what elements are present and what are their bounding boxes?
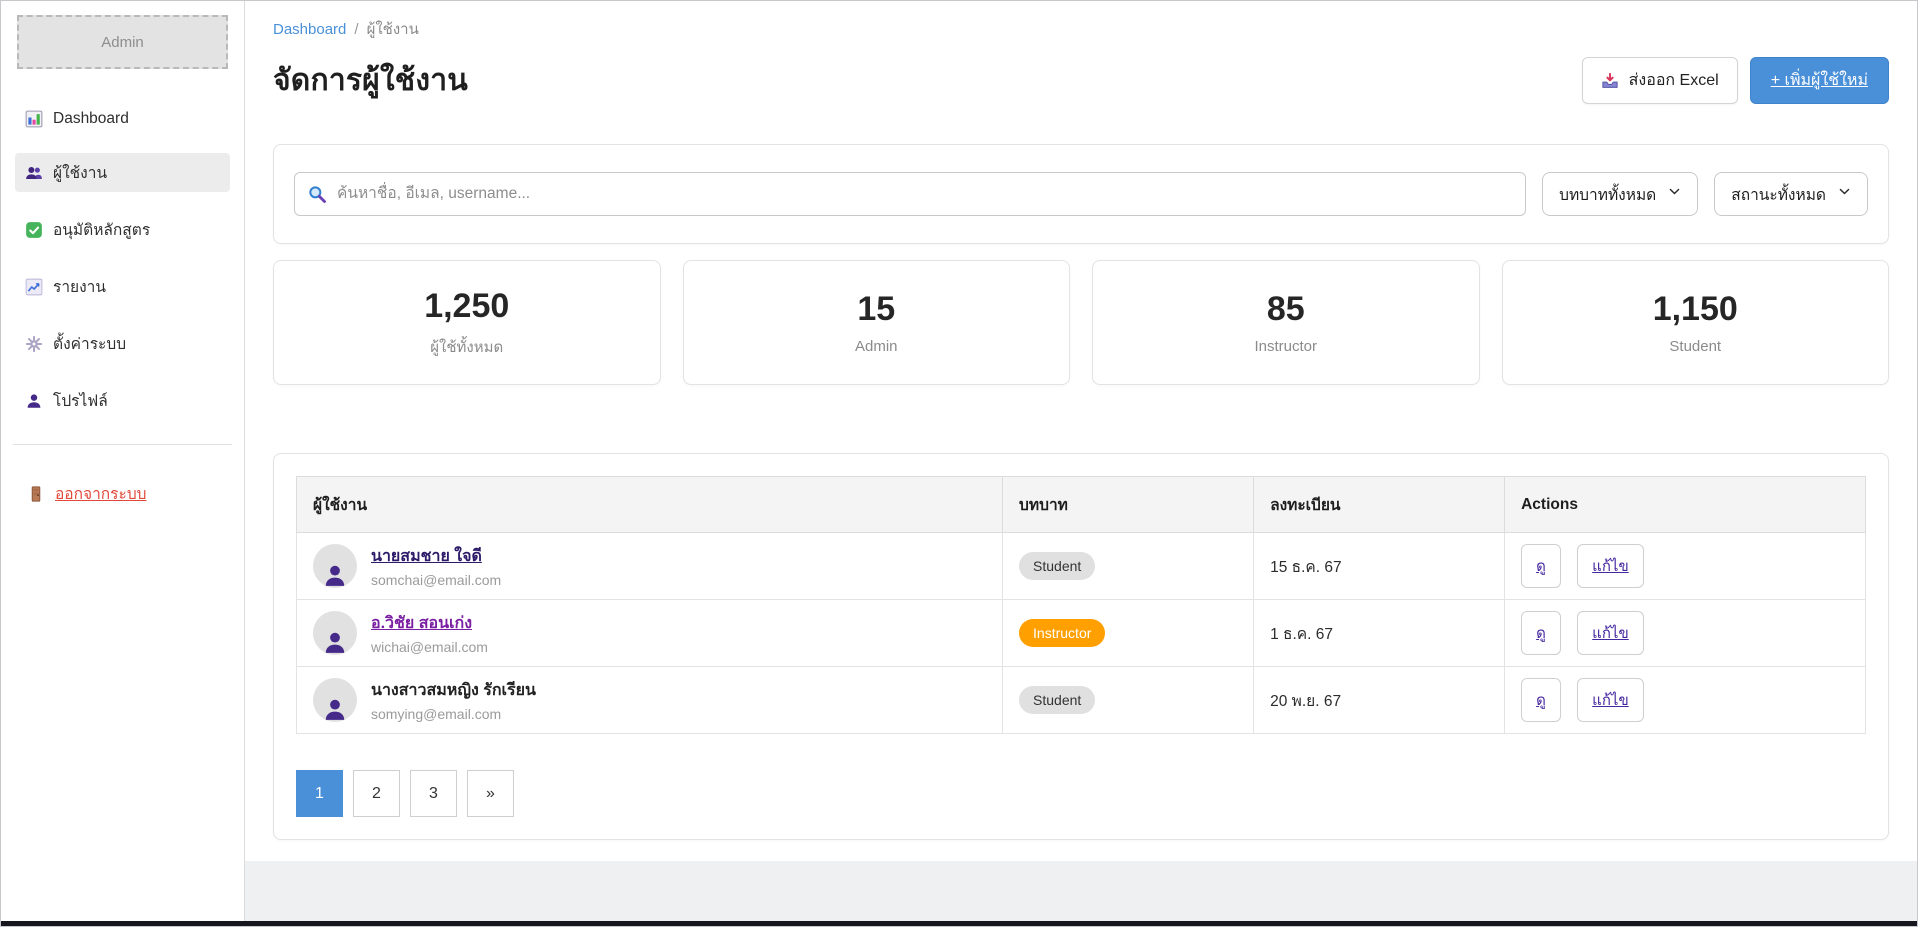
column-header-registered: ลงทะเบียน (1253, 476, 1506, 533)
table-row: อ.วิชัย สอนเก่ง wichai@email.com Instruc… (295, 599, 1866, 667)
breadcrumb-dashboard-link[interactable]: Dashboard (273, 20, 347, 38)
stat-value: 85 (1266, 290, 1305, 328)
sidebar: Admin Dashboard ผู้ใช้งาน อนุมัติหลักสูต… (1, 1, 245, 921)
edit-button[interactable]: แก้ไข (1577, 611, 1644, 655)
export-excel-label: ส่งออก Excel (1628, 72, 1719, 89)
role-badge: Instructor (1019, 619, 1106, 647)
user-name-link[interactable]: อ.วิชัย สอนเก่ง (371, 615, 472, 632)
sidebar-item-approve-courses[interactable]: อนุมัติหลักสูตร (15, 210, 230, 249)
pagination-page-1[interactable]: 1 (296, 770, 343, 817)
main-area: Dashboard / ผู้ใช้งาน จัดการผู้ใช้งาน ส่… (245, 1, 1917, 921)
export-icon (1601, 72, 1619, 90)
sidebar-item-reports[interactable]: รายงาน (15, 267, 230, 306)
user-email: somying@email.com (371, 706, 502, 722)
chevron-down-icon (1838, 185, 1851, 203)
logout-label: ออกจากระบบ (55, 486, 147, 503)
pagination-next-button[interactable]: » (467, 770, 514, 817)
users-icon (25, 164, 43, 182)
table-header-row: ผู้ใช้งาน บทบาท ลงทะเบียน Actions (295, 476, 1866, 533)
user-name: นางสาวสมหญิง รักเรียน (371, 682, 536, 699)
role-badge: Student (1019, 552, 1096, 580)
logo-text: Admin (101, 33, 144, 51)
sidebar-item-users[interactable]: ผู้ใช้งาน (15, 153, 230, 192)
role-filter-dropdown[interactable]: บทบาททั้งหมด (1542, 172, 1699, 216)
avatar (313, 544, 357, 588)
sidebar-item-profile[interactable]: โปรไฟล์ (15, 381, 230, 420)
filter-bar: บทบาททั้งหมด สถานะทั้งหมด (273, 144, 1889, 244)
view-button[interactable]: ดู (1521, 544, 1561, 588)
sidebar-item-label: ผู้ใช้งาน (53, 165, 108, 182)
search-input[interactable] (294, 172, 1527, 216)
sidebar-item-dashboard[interactable]: Dashboard (15, 103, 230, 135)
logo-placeholder: Admin (17, 15, 228, 69)
sidebar-item-label: อนุมัติหลักสูตร (53, 222, 151, 239)
door-icon (27, 485, 45, 503)
avatar (313, 678, 357, 722)
page-title: จัดการผู้ใช้งาน (273, 64, 468, 97)
trend-icon (25, 278, 43, 296)
registered-date: 20 พ.ย. 67 (1270, 692, 1342, 710)
stat-label: Instructor (1254, 338, 1318, 355)
sidebar-item-settings[interactable]: ตั้งค่าระบบ (15, 324, 230, 363)
stat-label: ผู้ใช้ทั้งหมด (430, 338, 504, 356)
bar-chart-icon (25, 110, 43, 128)
role-filter-value: บทบาททั้งหมด (1559, 186, 1657, 204)
sidebar-item-label: ตั้งค่าระบบ (53, 336, 127, 353)
view-button[interactable]: ดู (1521, 611, 1561, 655)
pagination-page-3[interactable]: 3 (410, 770, 457, 817)
stat-card-total-users: 1,250 ผู้ใช้ทั้งหมด (273, 260, 661, 385)
sidebar-item-label: โปรไฟล์ (53, 393, 108, 410)
breadcrumb: Dashboard / ผู้ใช้งาน (273, 17, 1889, 41)
stat-card-admin: 15 Admin (682, 260, 1070, 385)
gear-icon (25, 335, 43, 353)
chevron-down-icon (1668, 185, 1681, 203)
user-name-link[interactable]: นายสมชาย ใจดี (371, 548, 482, 565)
stat-value: 1,150 (1652, 290, 1738, 328)
stat-label: Student (1669, 338, 1722, 355)
registered-date: 1 ธ.ค. 67 (1270, 625, 1333, 643)
status-filter-dropdown[interactable]: สถานะทั้งหมด (1714, 172, 1868, 216)
stat-label: Admin (854, 338, 898, 355)
check-icon (25, 221, 43, 239)
registered-date: 15 ธ.ค. 67 (1270, 558, 1342, 576)
stat-value: 15 (857, 290, 896, 328)
stat-value: 1,250 (424, 286, 510, 325)
user-email: wichai@email.com (371, 639, 488, 655)
breadcrumb-separator: / (354, 20, 359, 38)
edit-button[interactable]: แก้ไข (1577, 678, 1644, 722)
table-row: นายสมชาย ใจดี somchai@email.com Student … (295, 532, 1866, 600)
stat-card-student: 1,150 Student (1501, 260, 1889, 385)
pagination: 1 2 3 » (296, 770, 1866, 817)
status-filter-value: สถานะทั้งหมด (1731, 186, 1826, 204)
stats-row: 1,250 ผู้ใช้ทั้งหมด 15 Admin 85 Instruct… (273, 260, 1889, 385)
column-header-role: บทบาท (1002, 476, 1255, 533)
avatar (313, 611, 357, 655)
column-header-actions: Actions (1504, 476, 1866, 533)
pagination-page-2[interactable]: 2 (353, 770, 400, 817)
add-user-button[interactable]: + เพิ่มผู้ใช้ใหม่ (1749, 57, 1889, 104)
users-table: ผู้ใช้งาน บทบาท ลงทะเบียน Actions (295, 476, 1866, 734)
edit-button[interactable]: แก้ไข (1577, 544, 1644, 588)
user-email: somchai@email.com (371, 572, 502, 588)
column-header-user: ผู้ใช้งาน (295, 476, 1004, 533)
logout-link[interactable]: ออกจากระบบ (17, 481, 228, 506)
table-row: นางสาวสมหญิง รักเรียน somying@email.com … (295, 666, 1866, 734)
users-table-card: ผู้ใช้งาน บทบาท ลงทะเบียน Actions (273, 453, 1889, 840)
role-badge: Student (1019, 686, 1096, 714)
stat-card-instructor: 85 Instructor (1092, 260, 1480, 385)
sidebar-divider (13, 444, 232, 445)
window-bottom-edge (1, 921, 1917, 926)
person-icon (25, 392, 43, 410)
export-excel-button[interactable]: ส่งออก Excel (1581, 57, 1738, 104)
sidebar-item-label: Dashboard (53, 110, 129, 127)
breadcrumb-current: ผู้ใช้งาน (366, 21, 419, 38)
view-button[interactable]: ดู (1521, 678, 1561, 722)
sidebar-item-label: รายงาน (53, 279, 106, 296)
